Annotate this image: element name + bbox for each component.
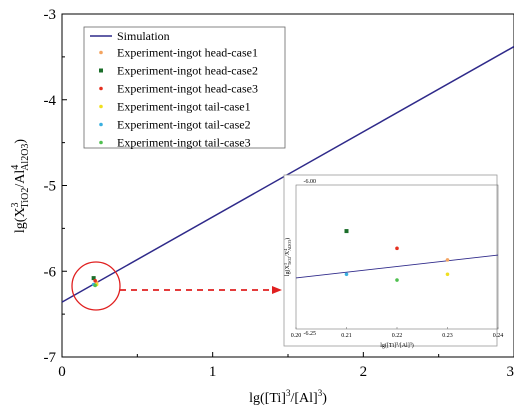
x-label-part: ) (322, 391, 327, 406)
x-tick-label: 0 (58, 364, 66, 380)
y-label-part: ) (13, 139, 28, 144)
inset-marker (445, 272, 450, 277)
simulation-line (61, 45, 514, 303)
inset-marker (344, 272, 349, 277)
y-label-part: lg(X (13, 207, 28, 233)
inset-y-label-part: ) (284, 238, 291, 240)
x-tick-label: 3 (507, 364, 514, 380)
inset-x-tick-label: 0.24 (493, 333, 504, 339)
x-axis-label: lg([Ti]3/[Al]3) (249, 388, 327, 406)
legend-marker (99, 104, 103, 109)
y-tick-label: -6 (44, 264, 57, 280)
legend-label: Experiment-ingot head-case3 (117, 82, 258, 96)
inset-box (283, 174, 498, 347)
legend: Simulation Experiment-ingot head-case1 Exp… (90, 29, 258, 150)
legend-label: Experiment-ingot tail-case3 (117, 136, 251, 150)
inset-marker (344, 229, 349, 234)
inset-marker (445, 258, 450, 262)
inset-x-tick-label: 0.23 (442, 333, 453, 339)
legend-label: Experiment-ingot head-case1 (117, 46, 258, 60)
x-tick-label: 1 (209, 364, 217, 380)
x-tick-label: 2 (360, 364, 368, 380)
inset-y-label-part: lg(X (284, 264, 291, 276)
inset-x-label-part: /[Al] (398, 343, 410, 349)
inset-x-label-part: ) (412, 342, 414, 349)
inset-marker (395, 246, 399, 251)
highlight-circle (71, 261, 121, 311)
marker (93, 283, 97, 288)
zoom-arrow-head (272, 286, 282, 294)
inset-simulation-line (295, 254, 499, 279)
legend-label: Experiment-ingot tail-case2 (117, 118, 251, 132)
x-label-part: /[Al] (290, 391, 317, 406)
marker (91, 276, 96, 281)
inset-x-label-sup: 3 (396, 341, 398, 346)
y-axis-label: lg(X3TiO2/Al4Al2O3) (10, 139, 31, 234)
legend-box (83, 26, 286, 149)
inset-y-label-sup: 3 (283, 263, 288, 265)
main-markers (91, 276, 99, 288)
y-tick-label: -3 (44, 7, 57, 23)
y-label-sup: 4 (10, 165, 21, 170)
inset-y-label-sub: Al2O3 (287, 240, 292, 251)
inset-axis-ticks: 0.20 0.21 0.22 0.23 0.24 -6.00 -6.25 (291, 179, 504, 339)
legend-marker (99, 140, 103, 145)
inset-markers (344, 229, 450, 282)
inset-x-tick-label: 0.21 (341, 333, 352, 339)
legend-label: Experiment-ingot head-case2 (117, 64, 258, 78)
y-label-sup: 3 (10, 202, 21, 207)
inset-y-tick-label: -6.00 (304, 179, 317, 185)
inset-x-axis-label: lg([Ti]3/[Al]3) (380, 341, 413, 349)
legend-marker (99, 86, 103, 91)
legend-label: Simulation (117, 29, 170, 43)
x-label-sup: 3 (286, 388, 291, 398)
y-tick-label: -7 (44, 350, 57, 366)
legend-label: Experiment-ingot tail-case1 (117, 100, 251, 114)
legend-marker (99, 68, 103, 73)
y-label-sub: Al2O3 (20, 144, 31, 171)
inset-marker (395, 278, 399, 282)
inset-y-label-sup: 4 (283, 249, 288, 251)
legend-marker (99, 122, 103, 127)
y-tick-label: -5 (44, 179, 57, 195)
inset-y-tick-label: -6.25 (304, 331, 317, 337)
inset-x-label-sup: 3 (410, 341, 412, 346)
marker (93, 278, 97, 283)
x-label-part: lg([Ti] (249, 391, 286, 406)
y-label-sub: TiO2 (20, 188, 31, 209)
inset-x-tick-label: 0.22 (392, 333, 403, 339)
main-axis-ticks (61, 13, 514, 358)
inset-y-axis-label: lg(X3TiO2/X4Al2O3) (283, 238, 292, 276)
y-tick-label: -4 (44, 93, 57, 109)
x-label-sup: 3 (318, 388, 323, 398)
y-label-part: /Al (13, 170, 28, 188)
legend-marker (99, 50, 103, 55)
main-tick-labels: 0 1 2 3 -7 -6 -5 -4 -3 (44, 7, 514, 380)
inset-y-label-part: /X (285, 250, 291, 257)
inset-x-tick-label: 0.20 (291, 333, 302, 339)
inset-x-label-part: lg([Ti] (380, 342, 396, 349)
inset-y-label-sub: TiO2 (287, 257, 292, 265)
